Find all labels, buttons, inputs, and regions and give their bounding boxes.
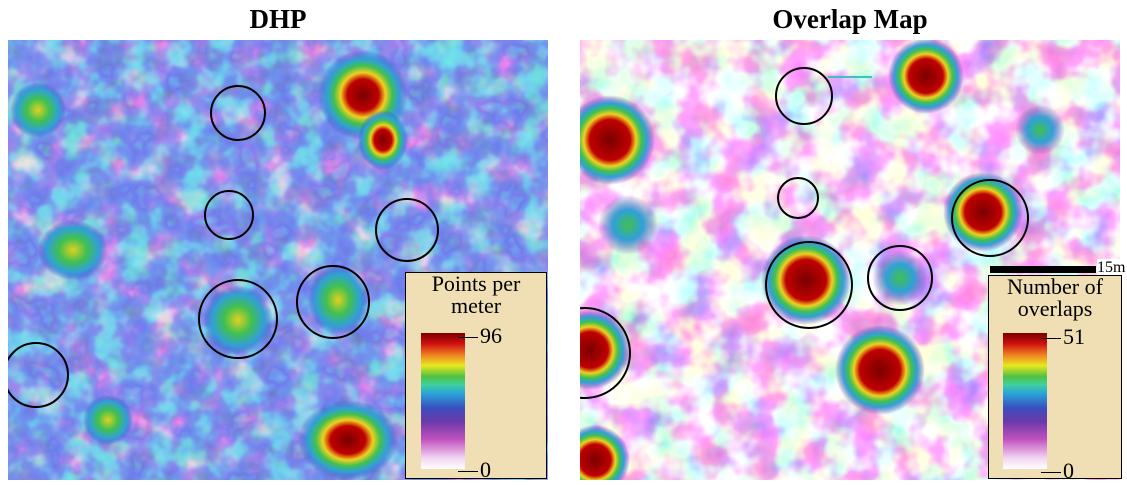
- figure: DHP Overlap Map: [0, 0, 1127, 485]
- legend-max: 96: [458, 325, 502, 347]
- colorbar: [1003, 333, 1047, 469]
- panel-title: DHP: [8, 4, 548, 35]
- colorbar: [421, 333, 465, 469]
- legend-title: Points per meter: [410, 273, 542, 317]
- legend-min: 0: [1041, 460, 1074, 482]
- panel-title: Overlap Map: [580, 4, 1120, 35]
- legend: Points per meter 96 0: [405, 272, 547, 479]
- legend: Number of overlaps 51 0: [988, 275, 1122, 479]
- legend-title: Number of overlaps: [993, 276, 1117, 320]
- legend-min: 0: [458, 459, 491, 481]
- legend-max: 51: [1041, 326, 1085, 348]
